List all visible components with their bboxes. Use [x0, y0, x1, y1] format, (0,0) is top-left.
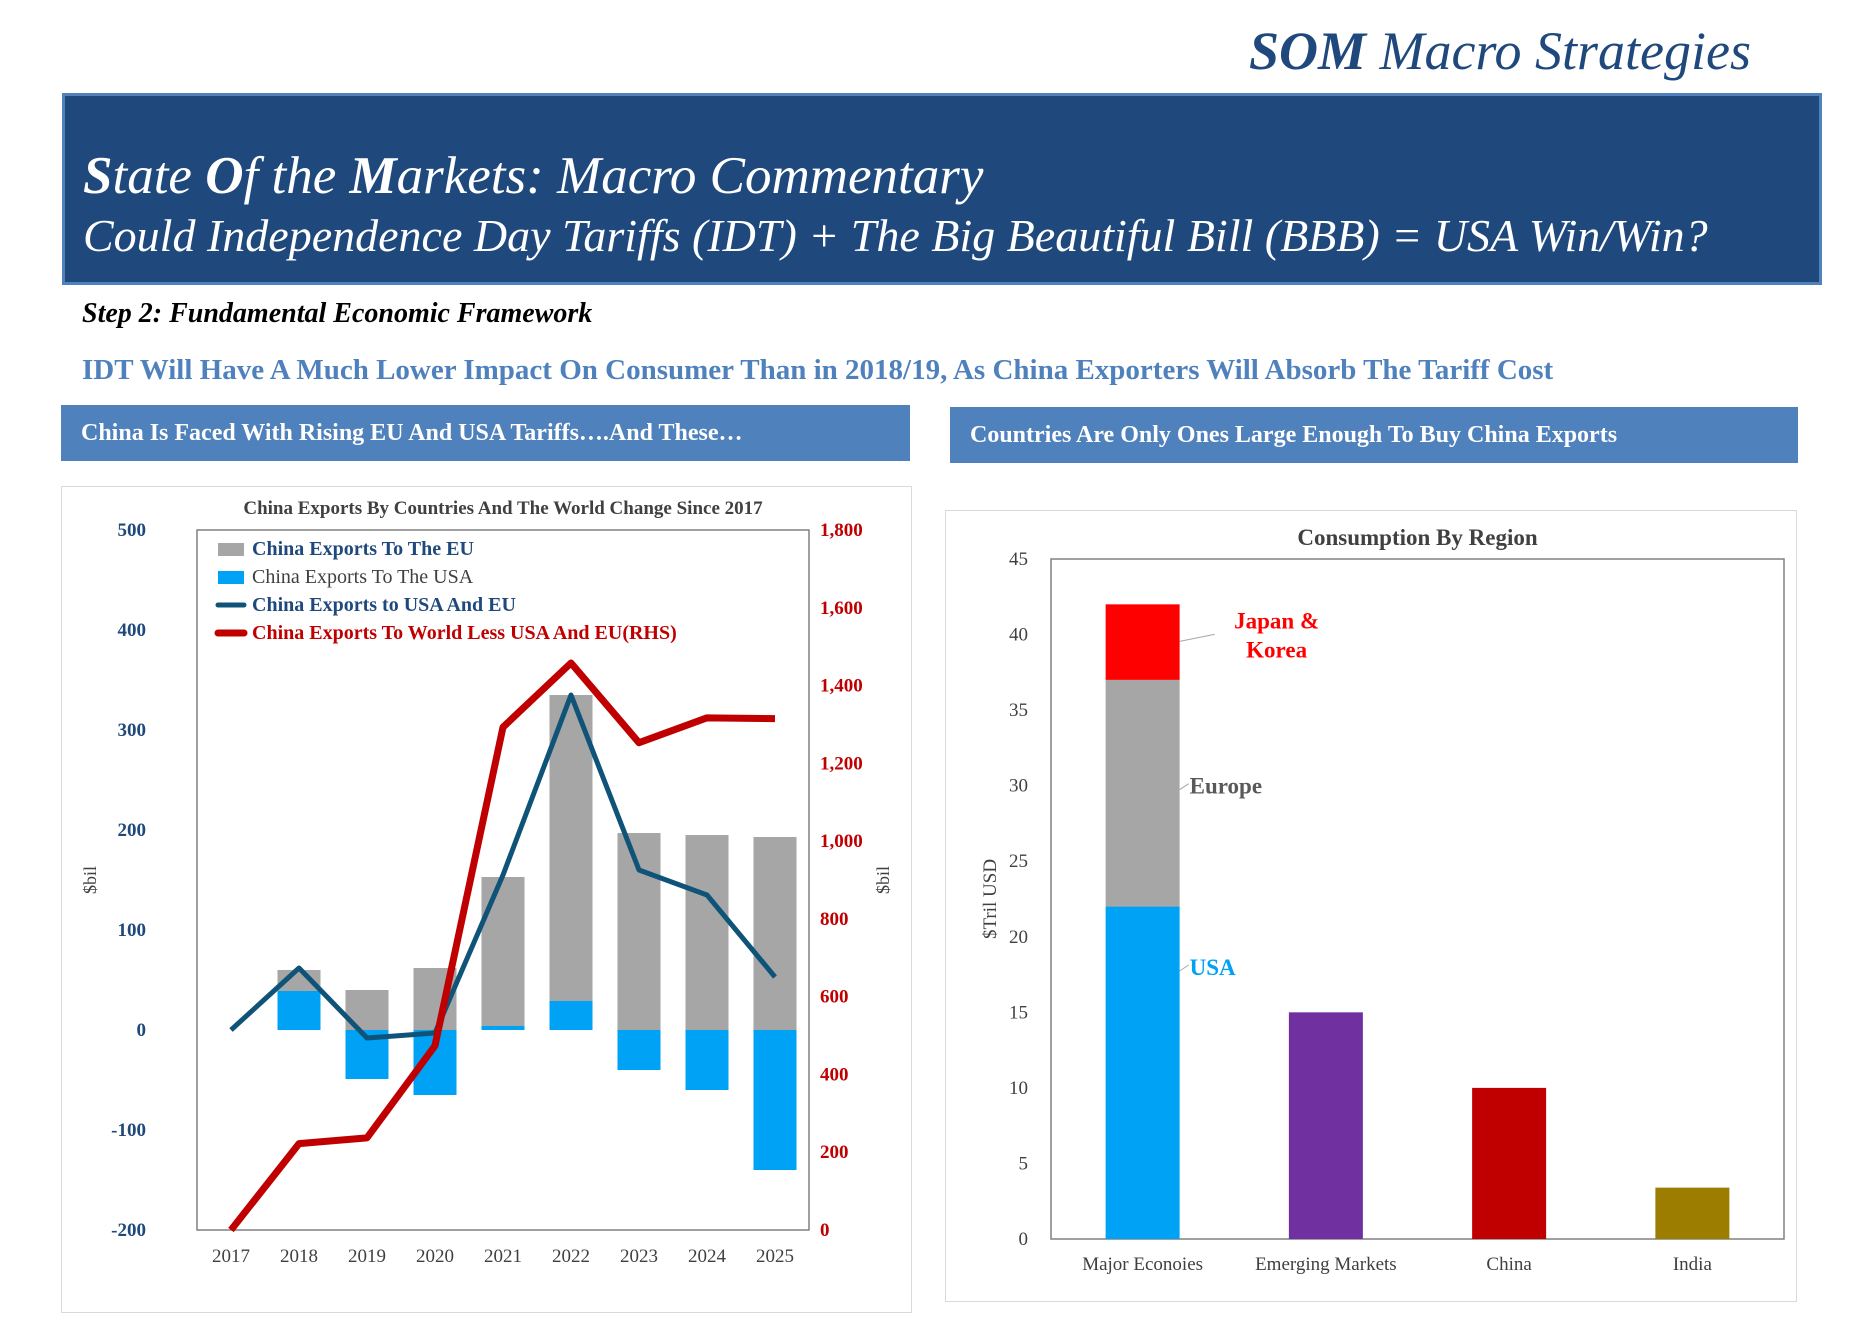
y-tick-label: 0 [137, 1020, 147, 1041]
bar [1288, 1012, 1363, 1239]
subheadline: IDT Will Have A Much Lower Impact On Con… [82, 354, 1554, 386]
x-tick-label: China [1486, 1254, 1532, 1275]
stack-segment-japan-korea [1105, 604, 1180, 680]
x-tick-label: 2019 [348, 1246, 386, 1267]
plot-frame [1050, 558, 1785, 1240]
eu-bar [685, 835, 729, 1030]
y-tick-label: 10 [1009, 1078, 1028, 1099]
page-title: State Of the Markets: Macro Commentary [83, 146, 983, 206]
usa-bar [753, 1030, 797, 1170]
y2-axis-label: $bil [873, 866, 893, 894]
legend-label: China Exports to USA And EU [252, 594, 516, 616]
eu-bar [753, 837, 797, 1030]
x-tick-label: 2023 [620, 1246, 658, 1267]
y-axis-label: $bil [80, 866, 100, 894]
y-tick-label: 300 [118, 720, 147, 741]
y-tick-label: 25 [1009, 851, 1028, 872]
eu-bar [481, 877, 525, 1030]
x-tick-label: 2017 [212, 1246, 250, 1267]
consumption-chart-panel: Consumption By Region 45 40 35 30 25 20 15 10 5 0 $… [945, 510, 1797, 1302]
title-part: f the [243, 147, 350, 205]
x-tick-label: 2025 [756, 1246, 794, 1267]
y-tick-label: 500 [118, 520, 147, 541]
x-tick-label: India [1673, 1254, 1713, 1275]
title-part: tate [112, 147, 206, 205]
bar [1655, 1187, 1730, 1239]
eu-bar [617, 833, 661, 1030]
usa-bar [685, 1030, 729, 1090]
y-tick-label: 30 [1009, 776, 1028, 797]
y-tick-label: -200 [111, 1220, 146, 1241]
world-ex-usa-eu-line [228, 659, 776, 1233]
y2-tick-label: 0 [820, 1220, 830, 1241]
title-banner: State Of the Markets: Macro Commentary C… [62, 93, 1822, 285]
y2-tick-label: 800 [820, 909, 849, 930]
y2-tick-label: 600 [820, 987, 849, 1008]
x-tick-label: 2018 [280, 1246, 318, 1267]
right-section-header: Countries Are Only Ones Large Enough To … [950, 407, 1798, 463]
leader-line [1179, 633, 1215, 642]
x-tick-label: 2021 [484, 1246, 522, 1267]
left-section-header: China Is Faced With Rising EU And USA Ta… [61, 405, 910, 461]
y-tick-label: 5 [1019, 1153, 1029, 1174]
exports-chart-panel: China Exports By Countries And The World… [61, 486, 912, 1313]
y-tick-label: 100 [118, 920, 147, 941]
usa-bar [617, 1030, 661, 1070]
leader-line [1179, 783, 1189, 791]
title-part: M [349, 147, 397, 205]
chart-title: Consumption By Region [1297, 525, 1537, 550]
legend-swatch [218, 543, 244, 556]
y-axis-label: $Tril USD [980, 859, 1001, 939]
eu-bar [549, 695, 593, 1030]
page-subtitle: Could Independence Day Tariffs (IDT) + T… [83, 210, 1708, 261]
title-part: S [83, 147, 113, 205]
usa-eu-total-line [229, 692, 777, 1041]
y2-tick-label: 1,000 [820, 831, 863, 852]
stack-segment-usa [1105, 906, 1180, 1239]
x-tick-label: 2020 [416, 1246, 454, 1267]
legend-swatch [218, 571, 244, 584]
x-tick-label: Major Econoies [1082, 1254, 1203, 1275]
step-heading: Step 2: Fundamental Economic Framework [82, 298, 593, 329]
x-tick-label: 2022 [552, 1246, 590, 1267]
y-tick-label: 40 [1009, 625, 1028, 646]
bar [1472, 1087, 1547, 1239]
title-part: O [205, 147, 244, 205]
y-tick-label: 400 [118, 620, 147, 641]
legend-label: China Exports To The USA [252, 566, 474, 588]
y2-tick-label: 200 [820, 1142, 849, 1163]
y-tick-label: 20 [1009, 927, 1028, 948]
stack-segment-europe [1105, 679, 1180, 907]
y-tick-label: 0 [1019, 1229, 1029, 1250]
segment-label: USA [1190, 955, 1236, 980]
plot-frame [196, 529, 810, 1231]
y-tick-label: 45 [1009, 549, 1028, 570]
usa-bar [277, 991, 321, 1030]
y-tick-label: 200 [118, 820, 147, 841]
y-tick-label: -100 [111, 1120, 146, 1141]
segment-label: Europe [1190, 774, 1262, 799]
consumption-chart: Consumption By Region 45 40 35 30 25 20 15 10 5 0 $… [980, 525, 1785, 1275]
chart-title: China Exports By Countries And The World… [243, 498, 763, 519]
y-tick-label: 35 [1009, 700, 1028, 721]
y2-tick-label: 400 [820, 1064, 849, 1085]
usa-bar [549, 1001, 593, 1030]
usa-bar [481, 1026, 525, 1030]
title-part: arkets: Macro Commentary [396, 147, 984, 205]
x-tick-label: 2024 [688, 1246, 727, 1267]
y2-tick-label: 1,400 [820, 676, 863, 697]
legend-label: China Exports To The EU [252, 538, 474, 560]
y2-tick-label: 1,600 [820, 598, 863, 619]
x-tick-label: Emerging Markets [1255, 1254, 1397, 1275]
legend-label: China Exports To World Less USA And EU(R… [252, 622, 677, 644]
y2-tick-label: 1,800 [820, 520, 863, 541]
leader-line [1179, 964, 1189, 972]
brand-logo: SOM Macro Strategies [1249, 21, 1751, 81]
exports-chart: China Exports By Countries And The World… [80, 498, 893, 1267]
y-tick-label: 15 [1009, 1002, 1028, 1023]
y2-tick-label: 1,200 [820, 753, 863, 774]
segment-label: Japan & Korea [1234, 608, 1319, 662]
